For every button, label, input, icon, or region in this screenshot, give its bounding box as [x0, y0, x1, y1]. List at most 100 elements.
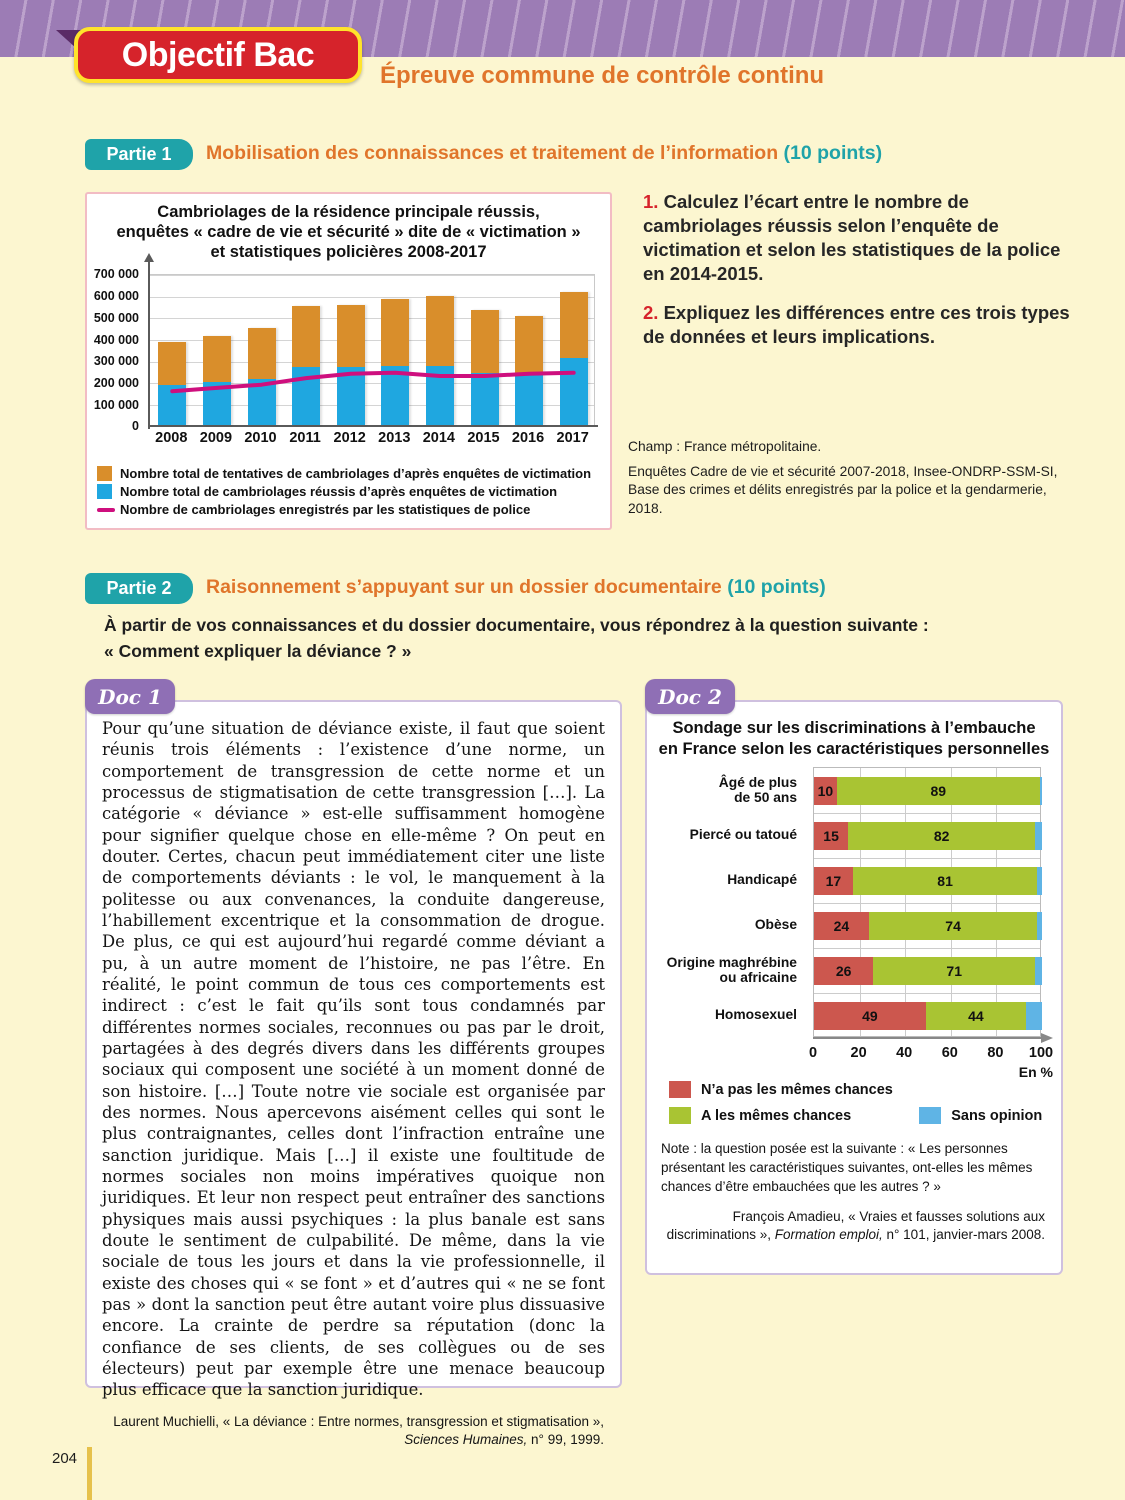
- x-tick-label: 2014: [422, 430, 455, 447]
- objectif-bac-badge: Objectif Bac: [74, 27, 362, 83]
- victimation-y-axis-arrow-icon: [144, 253, 154, 263]
- gridline: [150, 340, 594, 342]
- bar-segment: [559, 291, 588, 359]
- page-number-bar: [87, 1447, 92, 1500]
- bar-segment: [425, 296, 454, 366]
- legend-label: N’a pas les mêmes chances: [701, 1081, 893, 1098]
- x-tick-label: 60: [941, 1045, 958, 1062]
- part1-questions: 1. Calculez l’écart entre le nombre de c…: [643, 190, 1075, 364]
- y-tick-label: 200 000: [93, 375, 139, 390]
- stacked-bar: 15 82: [814, 821, 1042, 850]
- bar-segment: [292, 305, 321, 367]
- discrimination-legend: N’a pas les mêmes chances A les mêmes cha…: [669, 1081, 1061, 1125]
- bar-segment: 24: [814, 911, 869, 940]
- doc1-source: Laurent Muchielli, « La déviance : Entre…: [103, 1413, 604, 1449]
- gridline: [859, 768, 861, 1037]
- legend-row: A les mêmes chances Sans opinion: [669, 1107, 1061, 1125]
- bar-value-label: 74: [945, 917, 961, 934]
- row-separator: [814, 948, 1040, 950]
- category-label: Origine maghrébine ou africaine: [666, 954, 797, 985]
- legend-square-swatch: [669, 1081, 691, 1099]
- x-tick-label: 0: [808, 1045, 818, 1062]
- bar-segment: [247, 327, 276, 379]
- x-tick-label: 2010: [244, 430, 277, 447]
- discrimination-plot: 10 89 15 82 17 81 24 74 26 71 49 44: [813, 767, 1042, 1038]
- bar-segment: [559, 358, 588, 426]
- bar-segment: 10: [814, 776, 837, 805]
- bar-value-label: 82: [933, 827, 950, 844]
- bar-segment: [1035, 821, 1042, 850]
- category-label: Âgé de plus de 50 ans: [718, 774, 797, 805]
- partie2-intro: À partir de vos connaissances et du doss…: [104, 615, 929, 662]
- gridline: [150, 361, 594, 363]
- victimation-plot: [144, 253, 598, 430]
- x-tick-label: 2009: [199, 430, 233, 447]
- legend-square-swatch: [669, 1107, 691, 1125]
- bar-segment: [1026, 1001, 1042, 1030]
- partie1-points: (10 points): [783, 142, 883, 164]
- gridline: [996, 768, 998, 1037]
- doc1-source-prefix: Laurent Muchielli, « La déviance : Entre…: [113, 1413, 604, 1429]
- legend-square-swatch: [97, 466, 112, 482]
- row-separator: [814, 993, 1040, 995]
- bar-segment: [247, 378, 276, 426]
- partie2-badge-label: Partie 2: [106, 578, 172, 598]
- legend-entry: Nombre total de cambriolages réussis d’a…: [97, 484, 610, 500]
- doc2-note: Note : la question posée est la suivante…: [661, 1141, 1033, 1194]
- bar-segment: [515, 373, 544, 426]
- stacked-bar-2009: [202, 336, 231, 426]
- question-2: 2. Expliquez les différences entre ces t…: [643, 301, 1075, 349]
- bar-segment: 74: [868, 911, 1038, 940]
- x-tick-label: 2017: [556, 430, 589, 447]
- partie2-title: Raisonnement s’appuyant sur un dossier d…: [206, 576, 1086, 599]
- y-tick-label: 300 000: [93, 354, 139, 369]
- bar-value-label: 44: [968, 1007, 984, 1024]
- stacked-bar-2011: [292, 305, 321, 426]
- bar-segment: [292, 366, 321, 426]
- discrimination-x-axis-arrow-icon: [1041, 1033, 1053, 1044]
- y-tick-label: 100 000: [93, 397, 139, 412]
- stacked-bar: 49 44: [814, 1001, 1042, 1030]
- bar-segment: 44: [925, 1001, 1027, 1030]
- bar-value-label: 49: [862, 1007, 878, 1024]
- doc2-source: François Amadieu, « Vraies et fausses so…: [663, 1208, 1045, 1244]
- doc1-badge-label: Doc 1: [98, 684, 162, 709]
- bar-segment: [515, 315, 544, 374]
- bar-value-label: 81: [937, 872, 953, 889]
- x-tick-label: 2015: [467, 430, 500, 447]
- bar-segment: [202, 336, 231, 382]
- bar-segment: 26: [814, 956, 874, 985]
- stacked-bar: 24 74: [814, 911, 1042, 940]
- victimation-x-axis: [148, 425, 598, 428]
- victimation-chart-title: Cambriolages de la résidence principale …: [116, 203, 581, 262]
- legend-label: Sans opinion: [951, 1107, 1043, 1124]
- category-label: Obèse: [754, 916, 797, 932]
- doc1-body-text: Pour qu’une situation de déviance existe…: [102, 719, 605, 1400]
- bar-segment: [381, 365, 410, 426]
- doc2-source-prefix: François Amadieu, « Vraies et fausses so…: [666, 1209, 1045, 1243]
- legend-square-swatch: [97, 484, 112, 500]
- doc1-badge: Doc 1: [85, 679, 175, 714]
- legend-entry: A les mêmes chances: [669, 1107, 851, 1125]
- discrimination-x-axis-ticks: 0 20 40 60 80 100: [809, 1045, 1053, 1065]
- chart1-source-block: Champ : France métropolitaine. Enquêtes …: [628, 438, 1073, 525]
- bar-value-label: 15: [823, 827, 839, 844]
- stacked-bar-2014: [425, 296, 454, 426]
- y-tick-label: 700 000: [93, 267, 139, 282]
- bar-segment: [1037, 866, 1042, 895]
- legend-line-swatch: [97, 507, 115, 512]
- doc2-badge-label: Doc 2: [658, 684, 722, 709]
- bar-segment: 15: [814, 821, 849, 850]
- legend-entry: Nombre total de tentatives de cambriolag…: [97, 466, 610, 482]
- victimation-chart: 0 100 000 200 000 300 000 400 000 500 000 600 …: [87, 253, 610, 464]
- doc2-source-suffix: n° 101, janvier-mars 2008.: [882, 1227, 1045, 1243]
- doc2-source-journal: Formation emploi,: [774, 1227, 883, 1243]
- partie1-badge-label: Partie 1: [106, 144, 172, 164]
- legend-square-swatch: [919, 1107, 942, 1125]
- legend-entry: Nombre de cambriolages enregistrés par l…: [97, 502, 610, 517]
- discrimination-x-axis: [813, 1033, 1053, 1044]
- victimation-legend: Nombre total de tentatives de cambriolag…: [97, 466, 610, 517]
- stacked-bar: 10 89: [814, 776, 1042, 805]
- legend-row: N’a pas les mêmes chances: [669, 1081, 1061, 1099]
- bar-segment: [381, 299, 410, 366]
